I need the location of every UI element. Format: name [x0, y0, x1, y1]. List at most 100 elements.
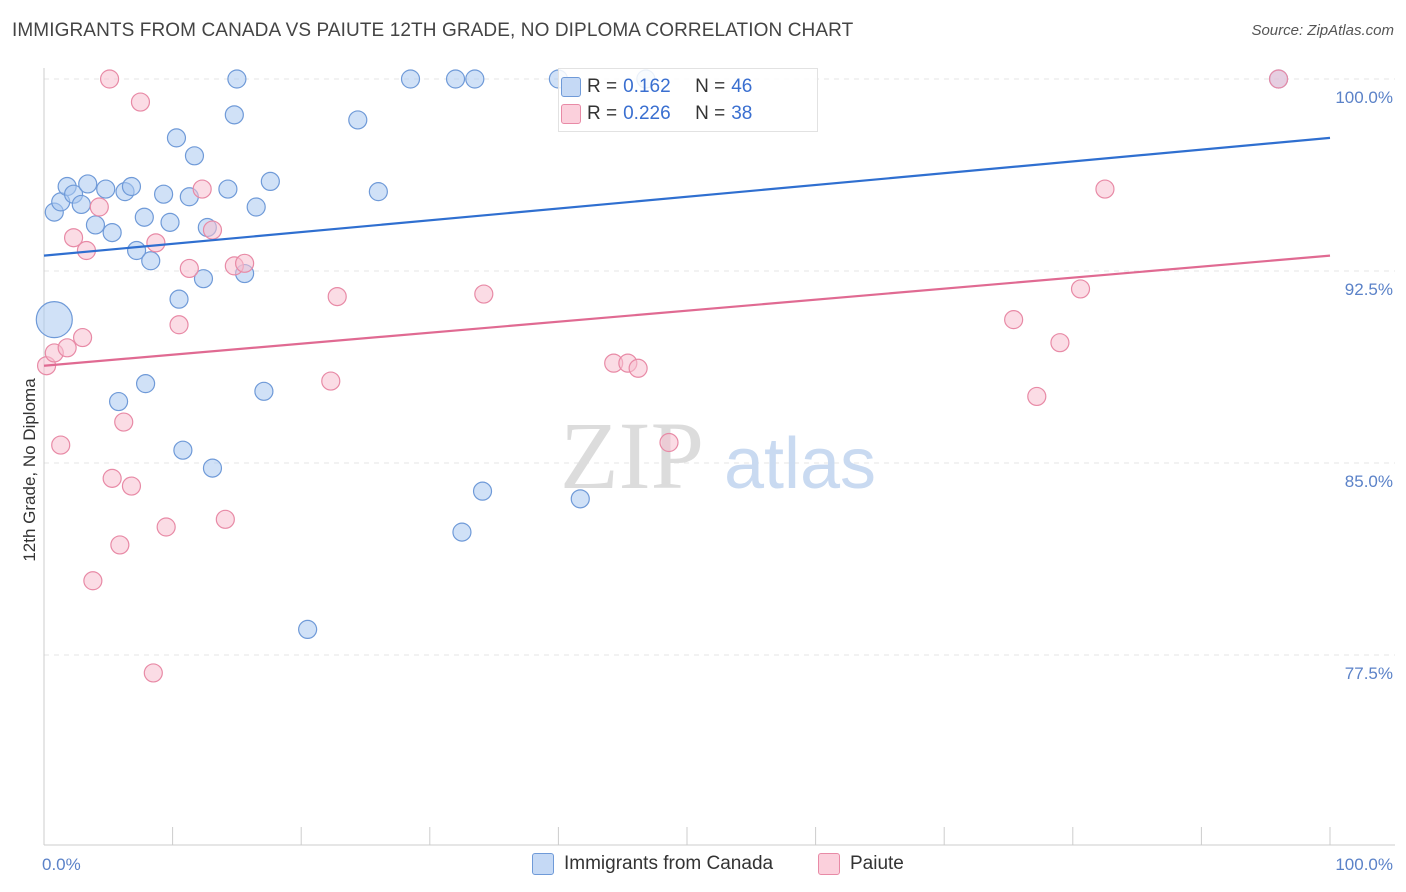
legend-n-value: 38 [731, 103, 753, 124]
data-point [445, 69, 466, 89]
data-point [173, 440, 193, 460]
legend-r-label: R = [587, 76, 618, 97]
data-point [121, 476, 142, 496]
correlation-legend: R = 0.162 N = 46 R = 0.226 N = 38 [558, 68, 818, 132]
x-tick-label: 0.0% [42, 855, 81, 874]
data-point [474, 284, 494, 304]
data-point [298, 619, 318, 640]
legend-label-canada: Immigrants from Canada [564, 853, 774, 874]
watermark: ZIP atlas [560, 402, 876, 509]
data-point [71, 194, 91, 215]
data-point [227, 69, 247, 89]
watermark-atlas: atlas [724, 424, 876, 504]
data-point [1004, 310, 1024, 330]
data-point [63, 228, 84, 248]
data-point [260, 171, 280, 191]
legend-item-paiute: Paiute [818, 852, 904, 876]
legend-row-paiute: R = 0.226 N = 38 [561, 102, 753, 126]
legend-n-label: N = [695, 76, 726, 97]
x-tick-label: 100.0% [1335, 855, 1393, 874]
data-point [78, 174, 98, 194]
y-tick-label: 100.0% [1335, 88, 1393, 107]
y-tick-label: 85.0% [1345, 472, 1393, 491]
data-point [51, 435, 71, 455]
data-point [169, 289, 189, 309]
legend-label-paiute: Paiute [850, 853, 904, 874]
y-tick-label: 92.5% [1345, 280, 1393, 299]
data-point [570, 489, 590, 509]
legend-r-label: R = [587, 103, 618, 124]
data-point [246, 197, 266, 217]
legend-row-canada: R = 0.162 N = 46 [561, 75, 752, 99]
data-point [348, 110, 368, 130]
legend-swatch-blue [532, 853, 554, 875]
data-point [102, 468, 122, 488]
data-point [160, 212, 180, 232]
tick-labels: 100.0% 92.5% 85.0% 77.5% 0.0% 100.0% [42, 88, 1393, 874]
data-point [192, 179, 212, 199]
data-point [235, 253, 255, 273]
data-point [96, 179, 116, 199]
y-tick-label: 77.5% [1345, 664, 1393, 683]
data-point [146, 233, 166, 253]
data-point [193, 269, 214, 289]
legend-n-label: N = [695, 103, 726, 124]
series-paiute [36, 69, 1289, 683]
source-label: Source: ZipAtlas.com [1251, 22, 1394, 39]
data-point [400, 69, 421, 89]
data-point [184, 146, 205, 166]
data-point [134, 207, 154, 227]
legend-swatch-pink [561, 104, 581, 124]
legend-swatch-blue [561, 77, 581, 97]
data-point [121, 176, 142, 197]
data-point [72, 327, 93, 348]
trend-line-canada [43, 136, 1331, 257]
trend-lines [43, 136, 1331, 367]
data-point [114, 412, 134, 432]
axes [43, 68, 1395, 846]
data-point [169, 315, 189, 335]
legend-item-canada: Immigrants from Canada [532, 852, 773, 876]
data-point [99, 69, 120, 89]
data-point [35, 301, 73, 339]
trend-line-paiute [43, 254, 1331, 367]
data-point [102, 223, 122, 243]
data-point [472, 481, 493, 501]
data-point [465, 69, 485, 89]
grid-lines [44, 78, 1395, 656]
data-point [218, 179, 238, 199]
data-point [143, 663, 163, 683]
data-point [85, 215, 106, 235]
legend-swatch-pink [818, 853, 840, 875]
data-point [1095, 179, 1115, 199]
data-point [254, 381, 274, 401]
data-point [83, 571, 103, 591]
chart-title: IMMIGRANTS FROM CANADA VS PAIUTE 12TH GR… [12, 20, 854, 41]
data-point [141, 251, 161, 271]
data-point [135, 374, 156, 394]
data-point [1027, 386, 1047, 407]
legend-r-value: 0.226 [623, 103, 671, 124]
data-point [110, 535, 130, 555]
data-point [224, 105, 244, 125]
data-point [156, 517, 176, 537]
legend-r-value: 0.162 [623, 76, 671, 97]
data-point [321, 371, 341, 391]
data-point [57, 338, 77, 358]
data-point [202, 458, 223, 478]
data-point [327, 287, 347, 307]
data-point [628, 358, 648, 378]
data-point [130, 92, 151, 112]
data-point [166, 128, 187, 148]
data-point [108, 391, 129, 412]
data-point [179, 258, 199, 279]
data-point [1070, 279, 1091, 299]
series-immigrants-from-canada [35, 69, 1289, 640]
data-point [153, 184, 174, 204]
data-point [659, 432, 679, 453]
data-point [89, 197, 109, 217]
data-point [215, 509, 235, 529]
data-point [202, 220, 223, 240]
data-point [368, 182, 388, 202]
